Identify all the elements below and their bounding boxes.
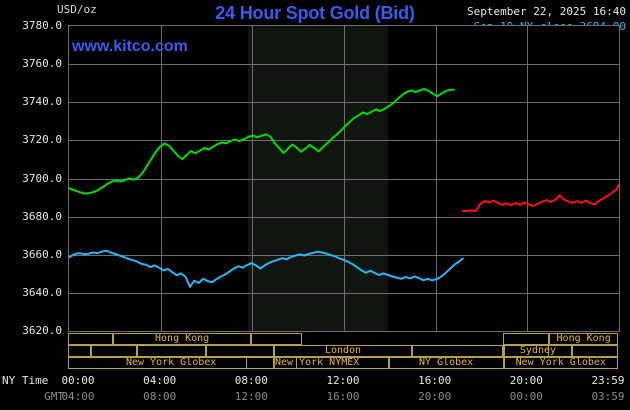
session-bar-blank <box>411 345 503 357</box>
x-axis-ny-tick-label: 12:00 <box>326 374 360 387</box>
y-axis-tick-label: 3660.0 <box>22 247 62 261</box>
gridline-horizontal <box>69 255 619 256</box>
y-axis-tick-label: 3700.0 <box>22 171 62 185</box>
trading-session-bars: Hong Kong Hong Kong London Sydney New York G… <box>68 333 620 369</box>
page-title: 24 Hour Spot Gold (Bid) <box>215 3 415 23</box>
x-axis-ny-tick-label: 08:00 <box>234 374 268 387</box>
kitco-watermark: www.kitco.com <box>72 38 188 55</box>
gridline-horizontal <box>69 179 619 180</box>
session-bar: NY Globex <box>388 357 504 369</box>
x-axis-gmt-tick-label: 03:59 <box>591 390 625 403</box>
session-row: London Sydney <box>68 345 620 357</box>
y-axis-tick-label: 3620.0 <box>22 324 62 337</box>
session-bar-blank <box>91 345 137 357</box>
timestamp: September 22, 2025 16:40 <box>467 5 626 18</box>
x-axis-ny-tick-label: 23:59 <box>591 374 625 387</box>
price-line <box>69 249 464 288</box>
x-axis-ny-tick-label: 04:00 <box>143 374 177 387</box>
x-axis-labels: NY Time GMT 00:00 04:00 08:00 12:00 16:00 20:… <box>0 371 630 409</box>
ny-time-axis-label: NY Time <box>2 374 49 387</box>
gridline-vertical <box>252 26 253 331</box>
session-bar-blank <box>502 333 550 345</box>
gridline-vertical <box>527 26 528 331</box>
session-bar: New York NYMEX <box>245 357 389 369</box>
session-row: Hong Kong Hong Kong <box>68 333 620 345</box>
session-bar-blank <box>251 333 302 345</box>
y-axis-tick-label: 3640.0 <box>22 285 62 299</box>
x-axis-ny-tick-label: 16:00 <box>418 374 452 387</box>
session-bar: Hong Kong <box>113 333 252 345</box>
session-row: New York Globex New York NYMEX NY Globex Ne… <box>68 357 620 369</box>
session-bar: New York Globex <box>68 357 275 369</box>
session-bar: Sydney <box>503 345 573 357</box>
session-bar-blank <box>205 345 275 357</box>
session-bar: London <box>274 345 412 357</box>
price-line <box>461 183 619 212</box>
session-bar-blank <box>136 345 206 357</box>
nymex-session-shading <box>248 26 388 331</box>
session-bar-blank <box>572 345 618 357</box>
x-axis-gmt-tick-label: 04:00 <box>61 390 95 403</box>
x-axis-gmt-tick-label: 08:00 <box>143 390 177 403</box>
gmt-axis-label: GMT <box>44 390 64 403</box>
price-line <box>69 87 455 195</box>
x-axis-gmt-tick-label: 00:00 <box>509 390 543 403</box>
gridline-vertical <box>161 26 162 331</box>
x-axis-ny-tick-label: 20:00 <box>509 374 543 387</box>
price-series-layer <box>69 87 619 288</box>
x-axis-gmt-tick-label: 16:00 <box>326 390 360 403</box>
session-bar-blank <box>68 345 92 357</box>
gridline-horizontal <box>69 217 619 218</box>
y-axis-unit-label: USD/oz <box>57 3 97 16</box>
gridline-vertical <box>344 26 345 331</box>
session-bar: New York Globex <box>503 357 618 369</box>
y-axis-tick-label: 3740.0 <box>22 95 62 109</box>
x-axis-gmt-tick-label: 12:00 <box>234 390 268 403</box>
x-axis-ny-tick-label: 00:00 <box>61 374 95 387</box>
y-axis-tick-label: 3680.0 <box>22 209 62 223</box>
x-axis-gmt-tick-label: 20:00 <box>418 390 452 403</box>
gridline-horizontal <box>69 293 619 294</box>
y-axis-tick-label: 3720.0 <box>22 133 62 147</box>
y-axis-tick-label: 3780.0 <box>22 19 62 32</box>
session-bar: Hong Kong <box>549 333 618 345</box>
plot-area <box>68 25 620 332</box>
y-axis-tick-label: 3760.0 <box>22 57 62 71</box>
session-bar-blank <box>68 333 114 345</box>
gridline-horizontal <box>69 64 619 65</box>
gridline-horizontal <box>69 102 619 103</box>
gridline-vertical <box>436 26 437 331</box>
gridline-horizontal <box>69 140 619 141</box>
